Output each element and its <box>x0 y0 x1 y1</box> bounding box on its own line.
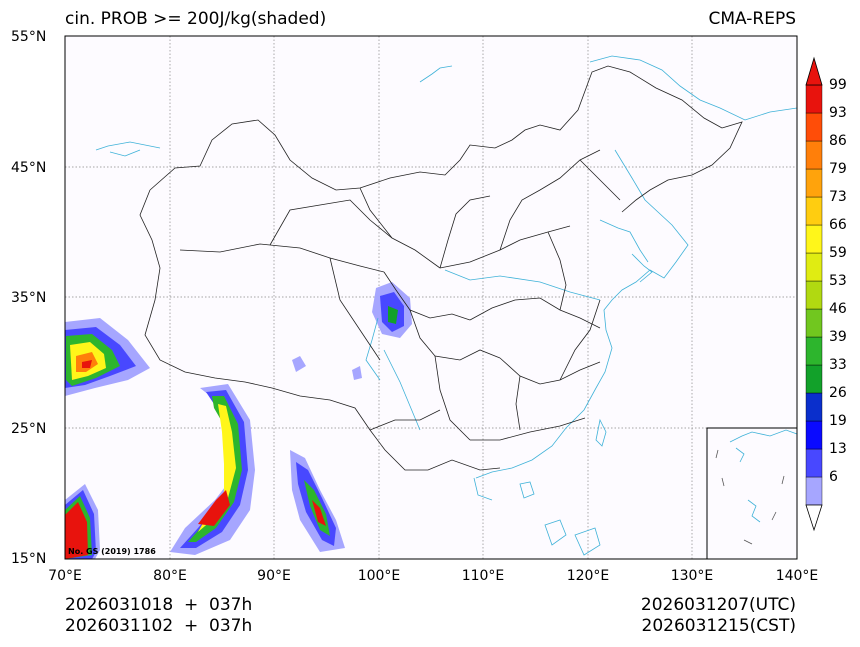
init-time-utc: 2026031018 + 037h <box>65 595 253 615</box>
lon-label-130e: 130°E <box>670 568 714 584</box>
colorbar-bin <box>805 140 823 170</box>
valid-time-block: 2026031207(UTC) 2026031215(CST) <box>641 595 796 637</box>
colorbar-bin <box>805 476 823 506</box>
island-outlines <box>519 418 607 556</box>
colorbar-bin <box>805 448 823 478</box>
lon-label-120e: 120°E <box>566 568 610 584</box>
inset-dash-line <box>715 449 785 545</box>
lat-label-35n: 35°N <box>11 290 47 306</box>
south-china-sea-inset <box>706 427 798 560</box>
init-time-cst: 2026031102 + 037h <box>65 616 253 636</box>
colorbar-bin <box>805 280 823 310</box>
lon-label-100e: 100°E <box>357 568 401 584</box>
colorbar-label-13: 13 <box>829 441 847 457</box>
colorbar-label-66: 66 <box>829 217 847 233</box>
prob-shading-india <box>65 484 100 559</box>
china-borders <box>139 65 743 471</box>
colorbar-label-79: 79 <box>829 161 847 177</box>
colorbar-bin <box>805 196 823 226</box>
colorbar-under-arrow <box>805 504 823 532</box>
map-watermark: No. GS (2019) 1786 <box>68 547 156 556</box>
lat-label-45n: 45°N <box>11 160 47 176</box>
colorbar-label-33: 33 <box>829 357 847 373</box>
colorbar-bin <box>805 252 823 282</box>
colorbar-bin <box>805 392 823 422</box>
coastline <box>95 55 798 501</box>
colorbar-label-19: 19 <box>829 413 847 429</box>
colorbar-bin <box>805 84 823 114</box>
colorbar-bin <box>805 336 823 366</box>
lat-label-25n: 25°N <box>11 421 47 437</box>
colorbar-label-26: 26 <box>829 385 847 401</box>
prob-shading-bengal <box>170 384 255 555</box>
model-name: CMA-REPS <box>708 9 796 29</box>
lon-label-80e: 80°E <box>153 568 187 584</box>
colorbar-label-73: 73 <box>829 189 847 205</box>
colorbar-label-46: 46 <box>829 301 847 317</box>
colorbar-label-39: 39 <box>829 329 847 345</box>
map-title: cin. PROB >= 200J/kg(shaded) <box>65 9 327 29</box>
colorbar-bin <box>805 364 823 394</box>
gridlines <box>65 36 797 559</box>
colorbar-label-99: 99 <box>829 77 847 93</box>
colorbar-label-93: 93 <box>829 105 847 121</box>
colorbar-label-86: 86 <box>829 133 847 149</box>
lon-label-110e: 110°E <box>461 568 505 584</box>
prob-shading-sichuan <box>292 282 412 380</box>
colorbar-label-6: 6 <box>829 469 838 485</box>
colorbar-bin <box>805 420 823 450</box>
lon-label-140e: 140°E <box>775 568 819 584</box>
colorbar <box>805 56 823 532</box>
init-time-block: 2026031018 + 037h 2026031102 + 037h <box>65 595 252 637</box>
colorbar-bin <box>805 168 823 198</box>
lon-label-90e: 90°E <box>257 568 291 584</box>
colorbar-bin <box>805 112 823 142</box>
lat-label-55n: 55°N <box>11 29 47 45</box>
map-frame <box>64 35 798 560</box>
colorbar-label-59: 59 <box>829 245 847 261</box>
valid-time-cst: 2026031215(CST) <box>641 616 796 636</box>
lat-label-15n: 15°N <box>11 551 47 567</box>
inset-coastline <box>729 429 798 523</box>
colorbar-over-arrow <box>805 56 823 86</box>
colorbar-bin <box>805 224 823 254</box>
lon-label-70e: 70°E <box>48 568 82 584</box>
prob-shading-myanmar <box>290 450 345 552</box>
colorbar-label-53: 53 <box>829 273 847 289</box>
colorbar-bin <box>805 308 823 338</box>
valid-time-utc: 2026031207(UTC) <box>640 595 796 615</box>
map-background <box>65 36 797 559</box>
prob-shading-northwest <box>65 318 150 396</box>
